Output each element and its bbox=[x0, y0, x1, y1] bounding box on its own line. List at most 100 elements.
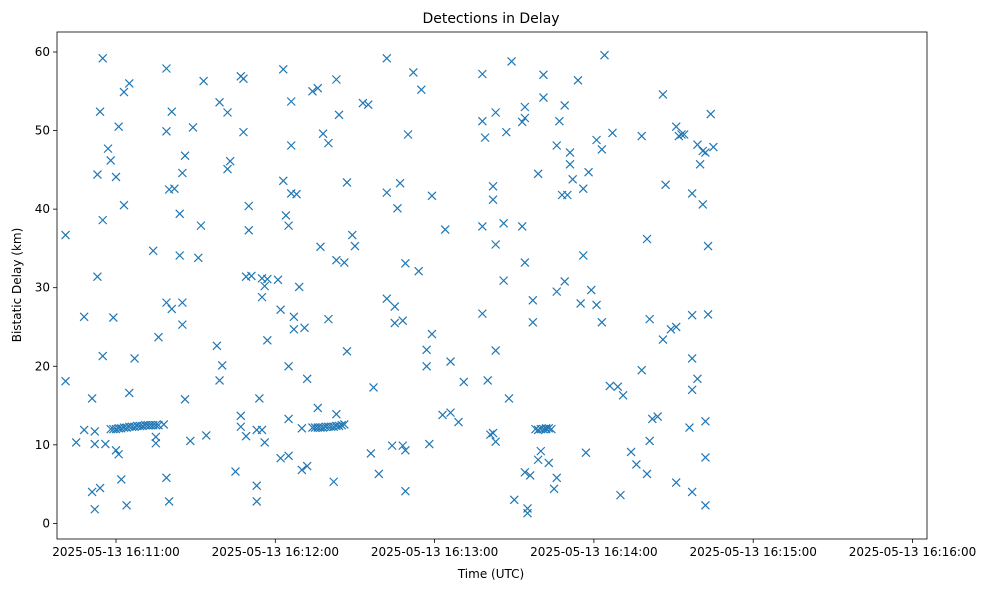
data-point bbox=[517, 117, 527, 127]
y-tick-label: 50 bbox=[35, 124, 50, 138]
data-point bbox=[700, 148, 710, 157]
data-point bbox=[124, 79, 134, 88]
data-point bbox=[331, 75, 341, 84]
data-point bbox=[459, 377, 469, 387]
data-point bbox=[87, 394, 97, 403]
data-point bbox=[87, 487, 97, 497]
data-point bbox=[334, 421, 344, 431]
data-point bbox=[671, 478, 681, 487]
data-point bbox=[260, 438, 270, 447]
data-point bbox=[403, 130, 413, 139]
data-point bbox=[408, 68, 418, 77]
data-point bbox=[446, 357, 455, 366]
data-point bbox=[308, 86, 317, 96]
data-point bbox=[92, 170, 102, 179]
data-point bbox=[92, 272, 102, 282]
data-point bbox=[424, 439, 434, 449]
data-point bbox=[151, 432, 161, 442]
data-point bbox=[239, 127, 248, 137]
data-markers bbox=[61, 50, 718, 518]
data-point bbox=[162, 126, 171, 136]
data-point bbox=[313, 403, 323, 413]
data-point bbox=[533, 455, 543, 465]
data-point bbox=[398, 316, 408, 326]
data-point bbox=[700, 452, 710, 462]
data-point bbox=[613, 382, 623, 392]
data-point bbox=[695, 159, 705, 169]
data-point bbox=[520, 258, 530, 267]
y-tick-label: 30 bbox=[35, 281, 50, 295]
data-point bbox=[323, 314, 333, 324]
data-point bbox=[217, 361, 227, 370]
data-point bbox=[618, 390, 628, 400]
data-point bbox=[316, 242, 325, 252]
data-point bbox=[488, 181, 498, 191]
data-point bbox=[108, 313, 118, 322]
data-point bbox=[289, 324, 299, 334]
data-point bbox=[180, 394, 190, 404]
data-point bbox=[642, 469, 652, 479]
data-point bbox=[257, 425, 267, 435]
data-point bbox=[400, 258, 410, 268]
data-point bbox=[276, 453, 286, 463]
data-point bbox=[400, 445, 410, 455]
data-point bbox=[552, 473, 562, 483]
data-point bbox=[199, 76, 209, 86]
data-point bbox=[329, 477, 339, 487]
data-point bbox=[262, 335, 272, 345]
data-point bbox=[687, 188, 697, 198]
data-point bbox=[560, 276, 570, 286]
data-point bbox=[544, 423, 554, 433]
data-point bbox=[90, 439, 100, 449]
data-point bbox=[98, 215, 108, 225]
data-point bbox=[427, 329, 437, 339]
data-point bbox=[382, 188, 392, 198]
data-point bbox=[568, 174, 578, 184]
data-point bbox=[687, 353, 697, 363]
data-point bbox=[671, 122, 681, 132]
y-tick-label: 0 bbox=[42, 516, 50, 530]
data-point bbox=[642, 234, 652, 244]
data-point bbox=[358, 98, 368, 108]
data-point bbox=[491, 240, 501, 249]
data-point bbox=[658, 335, 668, 344]
data-point bbox=[536, 446, 546, 456]
data-point bbox=[485, 430, 495, 440]
data-point bbox=[520, 467, 530, 477]
data-point bbox=[483, 375, 493, 385]
data-point bbox=[427, 191, 437, 201]
data-point bbox=[382, 294, 392, 304]
data-point bbox=[231, 467, 240, 476]
data-point bbox=[284, 221, 293, 231]
data-point bbox=[337, 420, 347, 430]
data-point bbox=[111, 172, 121, 182]
data-point bbox=[390, 302, 400, 311]
data-point bbox=[175, 209, 185, 219]
data-point bbox=[167, 107, 177, 117]
data-point bbox=[164, 496, 174, 506]
data-point bbox=[586, 285, 596, 295]
data-point bbox=[212, 341, 222, 351]
data-point bbox=[162, 64, 171, 73]
data-point bbox=[398, 441, 408, 451]
data-point bbox=[626, 447, 636, 457]
data-point bbox=[671, 322, 681, 332]
data-point bbox=[687, 310, 697, 320]
data-point bbox=[698, 146, 708, 156]
data-point bbox=[546, 424, 556, 434]
data-point bbox=[491, 346, 501, 355]
chart-title: Detections in Delay bbox=[422, 11, 559, 27]
data-point bbox=[334, 110, 344, 120]
data-point bbox=[79, 312, 89, 322]
data-point bbox=[180, 151, 190, 161]
data-point bbox=[700, 416, 710, 426]
data-point bbox=[201, 430, 211, 440]
data-point bbox=[95, 483, 105, 493]
data-point bbox=[616, 490, 625, 500]
data-point bbox=[382, 53, 392, 63]
data-point bbox=[366, 449, 376, 458]
data-point bbox=[297, 465, 307, 475]
data-point bbox=[631, 460, 641, 469]
plot-frame bbox=[56, 31, 928, 540]
data-point bbox=[302, 374, 312, 384]
